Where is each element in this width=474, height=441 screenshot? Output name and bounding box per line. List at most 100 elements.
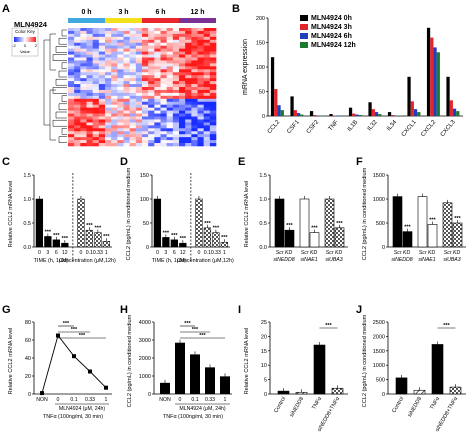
significance-label: ***: [180, 236, 187, 242]
bar: [378, 114, 382, 116]
data-point: [40, 391, 44, 396]
y-tick-label: 100: [140, 197, 149, 203]
y-tick-label: 0: [28, 392, 31, 398]
x-tick-label: 0.1: [70, 397, 77, 403]
group-label-top: Scr KD: [301, 250, 318, 256]
bar: [175, 342, 185, 394]
y-tick-label: 4000: [139, 320, 151, 326]
y-tick-label: 0.0: [259, 245, 267, 251]
panel-letter: C: [2, 156, 10, 168]
column-label: 0 h: [81, 9, 91, 16]
bar: [456, 111, 460, 116]
panel-letter: G: [2, 304, 11, 316]
x-tick-label: 0.33: [205, 397, 215, 403]
bar: [284, 229, 295, 248]
y-tick-label: 0: [264, 392, 267, 398]
x-tick-label: NON: [159, 397, 171, 403]
x-axis-label: TNFα (100ng/ml, 30 min): [163, 414, 223, 420]
y-tick-label: 2000: [373, 334, 385, 340]
group-label: TIME (h, 1μM): [34, 258, 69, 264]
y-axis-label: Relative CCL2 mRNA level: [244, 328, 250, 395]
x-tick-label: 1: [224, 397, 227, 403]
x-tick-label: 6: [55, 250, 58, 256]
significance-label: ***: [95, 226, 102, 232]
time-band: [179, 18, 216, 23]
y-tick-label: 2500: [373, 320, 385, 326]
group-label: Concentration (μM,12h): [59, 258, 116, 264]
bar: [295, 391, 308, 395]
dendrogram: [43, 29, 67, 143]
legend-label: MLN4924 0h: [311, 15, 352, 22]
bar: [162, 237, 170, 248]
significance-label: ***: [79, 333, 86, 339]
significance-label: ***: [199, 333, 206, 339]
significance-label: ***: [103, 234, 110, 240]
panel-letter: J: [356, 304, 362, 316]
bar: [35, 198, 44, 248]
bar: [44, 236, 52, 248]
y-axis-label: Relative CCL2 mRNA level: [8, 181, 14, 248]
column-label: 12 h: [190, 9, 204, 16]
heatmap-cells: [68, 28, 217, 147]
data-point: [88, 369, 92, 374]
bar: [61, 242, 69, 248]
significance-label: ***: [311, 226, 318, 232]
significance-label: ***: [336, 221, 343, 227]
bar: [431, 344, 444, 395]
y-tick-label: 1.5: [23, 173, 31, 179]
x-tick-label: 0.33: [211, 250, 221, 256]
panel-letter: E: [238, 156, 245, 168]
y-tick-label: 1.5: [259, 173, 267, 179]
significance-label: ***: [62, 236, 69, 242]
significance-label: ***: [221, 235, 228, 241]
panel-c: 0.0 0.5 1.0 1.5 Relative CCL2 mRNA level 0 ***…: [8, 173, 116, 264]
data-point: [104, 385, 108, 390]
y-tick-label: 50: [143, 221, 149, 227]
subtitle: MLN4924 (μM, 24h): [179, 406, 226, 412]
bar: [417, 196, 428, 248]
legend-label: MLN4924 3h: [311, 24, 352, 31]
color-key-label: Value: [20, 49, 31, 54]
panel-letter: H: [120, 304, 128, 316]
bar: [94, 232, 102, 248]
significance-label: ***: [184, 321, 191, 327]
bar: [179, 242, 187, 248]
y-tick-label: 150: [140, 173, 149, 179]
significance-label: ***: [454, 216, 461, 222]
y-tick-label: 60: [25, 338, 31, 344]
panel-letter: I: [238, 304, 241, 316]
x-tick-label: CSF1: [286, 119, 301, 135]
y-tick-label: 2000: [139, 356, 151, 362]
bar: [102, 240, 111, 248]
group-label-bottom: siNEDD8: [273, 257, 294, 263]
bar: [296, 113, 301, 116]
panel-b: 0 50 100 150 200 mRNA expression CCL2 CSF1 CSF2 T…: [242, 15, 463, 138]
group-label-bottom: siNEDD8: [391, 257, 412, 263]
y-tick-label: 50: [259, 90, 265, 96]
y-tick-label: 0.0: [23, 245, 31, 251]
x-tick-label: 0.1: [191, 397, 198, 403]
x-tick-label: siNEDD8: [407, 396, 423, 418]
bar: [212, 232, 220, 248]
legend-label: MLN4924 6h: [311, 33, 352, 40]
panel-e: 0.0 0.5 1.0 1.5 Relative CCL2 mRNA level *** *…: [244, 173, 348, 263]
group-label-top: Scr KD: [276, 250, 293, 256]
y-axis-label: Relative CCL2 mRNA level: [8, 328, 14, 395]
significance-label: ***: [325, 323, 332, 329]
bar: [274, 89, 278, 116]
x-tick-label: TNF: [328, 119, 340, 132]
y-tick-label: 500: [376, 221, 385, 227]
panel-letter: F: [356, 156, 363, 168]
x-tick-label: Control: [273, 396, 287, 414]
bar: [387, 112, 392, 116]
y-tick-label: 0: [382, 245, 385, 251]
x-tick-label: IL34: [386, 119, 399, 132]
group-label-bottom: siUBA3: [325, 257, 342, 263]
subtitle: MLN4924 (μM, 24h): [59, 406, 106, 412]
bar: [442, 202, 453, 248]
y-tick-label: 0.5: [23, 221, 31, 227]
group-label-bottom: siUBA3: [443, 257, 460, 263]
y-tick-label: 200: [256, 16, 265, 22]
bar: [433, 47, 437, 116]
